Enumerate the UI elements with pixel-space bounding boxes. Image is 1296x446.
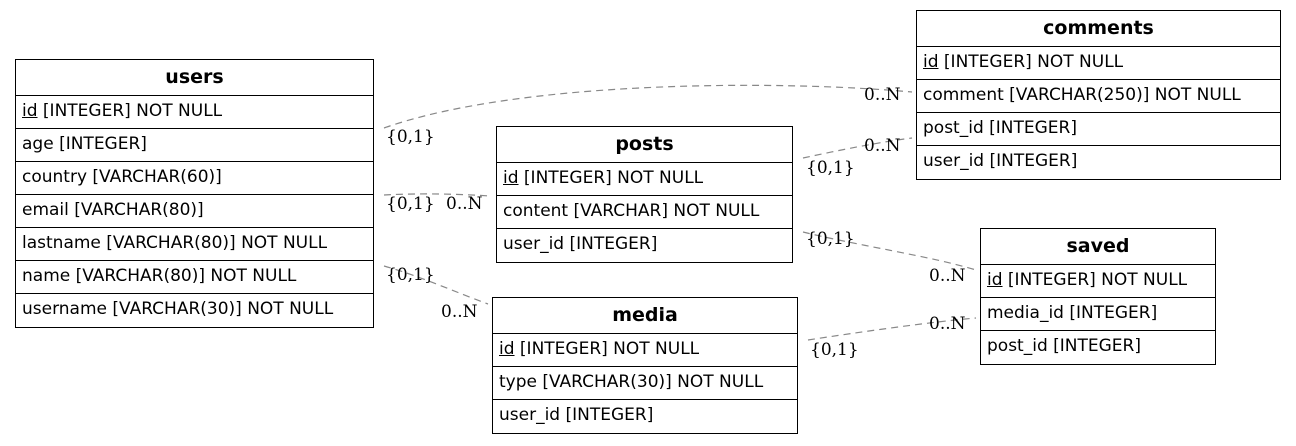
cardinality-posts-comments-source: {0,1}: [806, 158, 855, 178]
entity-media[interactable]: media id [INTEGER] NOT NULL type [VARCHA…: [492, 297, 798, 434]
entity-title: media: [493, 298, 797, 334]
cardinality-users-comments-target: 0..N: [864, 85, 901, 105]
cardinality-users-media-source: {0,1}: [386, 265, 435, 285]
edge-posts-saved: [802, 231, 977, 271]
edge-users-comments: [383, 84, 913, 129]
entity-title: posts: [497, 127, 792, 163]
cardinality-media-saved-target: 0..N: [929, 314, 966, 334]
primary-key-type: [INTEGER] NOT NULL: [37, 101, 223, 121]
entity-title: users: [16, 60, 373, 96]
primary-key-field: id: [22, 101, 38, 121]
field-row: comment [VARCHAR(250)] NOT NULL: [917, 80, 1280, 113]
field-row: username [VARCHAR(30)] NOT NULL: [22, 299, 334, 319]
cardinality-posts-comments-target: 0..N: [864, 136, 901, 156]
primary-key-type: [INTEGER] NOT NULL: [518, 168, 704, 188]
cardinality-users-posts-target: 0..N: [446, 194, 483, 214]
edge-users-media: [383, 265, 489, 305]
entity-comments[interactable]: comments id [INTEGER] NOT NULL comment […: [916, 10, 1281, 180]
cardinality-posts-saved-target: 0..N: [929, 266, 966, 286]
primary-key-field: id: [503, 168, 519, 188]
primary-key-row: id [INTEGER] NOT NULL: [497, 163, 792, 196]
entity-title: comments: [917, 11, 1280, 47]
primary-key-row: id [INTEGER] NOT NULL: [493, 334, 797, 367]
primary-key-type: [INTEGER] NOT NULL: [514, 339, 700, 359]
cardinality-users-posts-source: {0,1}: [386, 194, 435, 214]
edge-media-saved: [807, 317, 977, 341]
field-row: age [INTEGER]: [16, 129, 373, 162]
primary-key-field: id: [987, 270, 1003, 290]
primary-key-row: id [INTEGER] NOT NULL: [981, 265, 1215, 298]
field-row: content [VARCHAR] NOT NULL: [497, 196, 792, 229]
primary-key-type: [INTEGER] NOT NULL: [1002, 270, 1188, 290]
cardinality-users-comments-source: {0,1}: [386, 127, 435, 147]
entity-posts[interactable]: posts id [INTEGER] NOT NULL content [VAR…: [496, 126, 793, 263]
primary-key-field: id: [923, 52, 939, 72]
field-row: country [VARCHAR(60)]: [16, 162, 373, 195]
cardinality-media-saved-source: {0,1}: [810, 340, 859, 360]
primary-key-row: id [INTEGER] NOT NULL: [917, 47, 1280, 80]
field-row: lastname [VARCHAR(80)] NOT NULL: [16, 228, 373, 261]
primary-key-field: id: [499, 339, 515, 359]
entity-users[interactable]: users id [INTEGER] NOT NULL age [INTEGER…: [15, 59, 374, 328]
field-row: post_id [INTEGER]: [917, 113, 1280, 146]
cardinality-users-media-target: 0..N: [441, 302, 478, 322]
edge-users-posts: [383, 193, 491, 197]
field-row: user_id [INTEGER]: [499, 405, 654, 425]
field-row: email [VARCHAR(80)]: [16, 195, 373, 228]
edge-posts-comments: [802, 137, 913, 159]
field-row: user_id [INTEGER]: [923, 151, 1078, 171]
primary-key-row: id [INTEGER] NOT NULL: [16, 96, 373, 129]
entity-saved[interactable]: saved id [INTEGER] NOT NULL media_id [IN…: [980, 228, 1216, 365]
field-row: media_id [INTEGER]: [981, 298, 1215, 331]
field-row: user_id [INTEGER]: [503, 234, 658, 254]
field-row: post_id [INTEGER]: [987, 336, 1141, 356]
field-row: name [VARCHAR(80)] NOT NULL: [16, 261, 373, 294]
primary-key-type: [INTEGER] NOT NULL: [938, 52, 1124, 72]
field-row: type [VARCHAR(30)] NOT NULL: [493, 367, 797, 400]
cardinality-posts-saved-source: {0,1}: [806, 229, 855, 249]
entity-title: saved: [981, 229, 1215, 265]
